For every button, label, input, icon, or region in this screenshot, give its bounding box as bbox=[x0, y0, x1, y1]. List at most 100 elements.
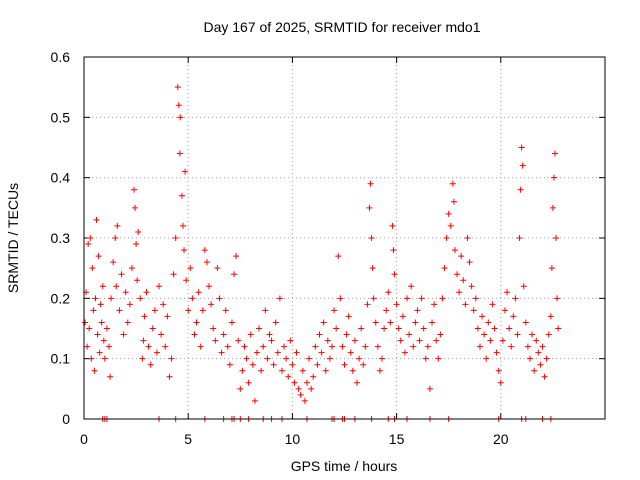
data-point bbox=[199, 307, 206, 314]
data-point bbox=[158, 331, 165, 338]
data-point bbox=[145, 343, 152, 350]
data-point bbox=[391, 271, 398, 278]
data-point bbox=[524, 343, 531, 350]
data-point bbox=[297, 391, 304, 398]
data-point bbox=[93, 216, 100, 223]
data-point bbox=[535, 349, 542, 356]
data-point bbox=[182, 168, 189, 175]
data-point bbox=[278, 367, 285, 374]
grid-lines bbox=[84, 57, 605, 419]
data-point bbox=[100, 337, 107, 344]
data-point bbox=[529, 331, 536, 338]
data-point bbox=[458, 253, 465, 260]
data-point bbox=[449, 180, 456, 187]
data-point bbox=[324, 337, 331, 344]
data-point bbox=[437, 331, 444, 338]
data-point bbox=[504, 289, 511, 296]
data-point bbox=[474, 325, 481, 332]
data-point bbox=[222, 307, 229, 314]
data-point bbox=[293, 349, 300, 356]
data-point bbox=[99, 283, 106, 290]
data-point bbox=[160, 301, 167, 308]
data-point bbox=[412, 319, 419, 326]
data-point bbox=[98, 319, 105, 326]
data-point bbox=[379, 355, 386, 362]
axis-ticks: 0 0.1 0.2 0.3 0.4 0.5 0.6 0 5 10 15 20 bbox=[51, 49, 605, 447]
data-point bbox=[541, 373, 548, 380]
data-point bbox=[537, 361, 544, 368]
y-axis-label: SRMTID / TECUs bbox=[5, 183, 21, 293]
data-point bbox=[295, 385, 302, 392]
data-point bbox=[97, 301, 104, 308]
data-point bbox=[393, 301, 400, 308]
data-point bbox=[539, 343, 546, 350]
data-point bbox=[90, 307, 97, 314]
data-point bbox=[510, 313, 517, 320]
data-point bbox=[410, 343, 417, 350]
data-point bbox=[108, 295, 115, 302]
data-point bbox=[195, 289, 202, 296]
data-point bbox=[120, 331, 127, 338]
data-point bbox=[328, 343, 335, 350]
data-point bbox=[404, 295, 411, 302]
data-point bbox=[191, 331, 198, 338]
data-point bbox=[272, 319, 279, 326]
data-point bbox=[548, 265, 555, 272]
data-point bbox=[299, 367, 306, 374]
data-point bbox=[92, 295, 99, 302]
data-point bbox=[416, 337, 423, 344]
data-point bbox=[82, 319, 89, 326]
data-point bbox=[283, 355, 290, 362]
data-point bbox=[326, 355, 333, 362]
data-point bbox=[472, 295, 479, 302]
data-point bbox=[333, 325, 340, 332]
data-point bbox=[362, 343, 369, 350]
data-point bbox=[285, 373, 292, 380]
data-point bbox=[268, 337, 275, 344]
data-point bbox=[140, 337, 147, 344]
data-point bbox=[439, 295, 446, 302]
data-point bbox=[214, 265, 221, 272]
data-point bbox=[322, 367, 329, 374]
y-tick-label: 0 bbox=[62, 411, 70, 427]
data-point bbox=[301, 397, 308, 404]
data-point bbox=[156, 283, 163, 290]
data-point bbox=[107, 373, 114, 380]
x-tick-label: 10 bbox=[285, 431, 301, 447]
data-point bbox=[387, 319, 394, 326]
data-point bbox=[151, 307, 158, 314]
data-point bbox=[418, 295, 425, 302]
data-point bbox=[177, 114, 184, 121]
data-point bbox=[445, 210, 452, 217]
data-point bbox=[276, 295, 283, 302]
y-tick-label: 0.3 bbox=[51, 230, 71, 246]
data-point bbox=[253, 349, 260, 356]
y-tick-label: 0.6 bbox=[51, 49, 71, 65]
data-point bbox=[370, 295, 377, 302]
data-point bbox=[514, 331, 521, 338]
data-point bbox=[390, 247, 397, 254]
data-point bbox=[189, 295, 196, 302]
data-point bbox=[183, 277, 190, 284]
data-point bbox=[112, 235, 119, 241]
data-point bbox=[274, 349, 281, 356]
data-point bbox=[126, 301, 133, 308]
data-point bbox=[162, 343, 169, 350]
data-point bbox=[84, 343, 91, 350]
data-point bbox=[356, 355, 363, 362]
data-point bbox=[506, 325, 513, 332]
data-point bbox=[228, 319, 235, 326]
data-point bbox=[103, 325, 110, 332]
data-point bbox=[508, 343, 515, 350]
data-point bbox=[364, 301, 371, 308]
y-tick-label: 0.2 bbox=[51, 290, 71, 306]
data-point bbox=[512, 295, 519, 302]
data-point bbox=[210, 325, 217, 332]
data-point bbox=[337, 295, 344, 302]
data-point bbox=[518, 144, 525, 151]
data-point bbox=[310, 373, 317, 380]
data-point bbox=[464, 235, 471, 241]
data-point bbox=[179, 222, 186, 229]
data-point bbox=[426, 385, 433, 392]
